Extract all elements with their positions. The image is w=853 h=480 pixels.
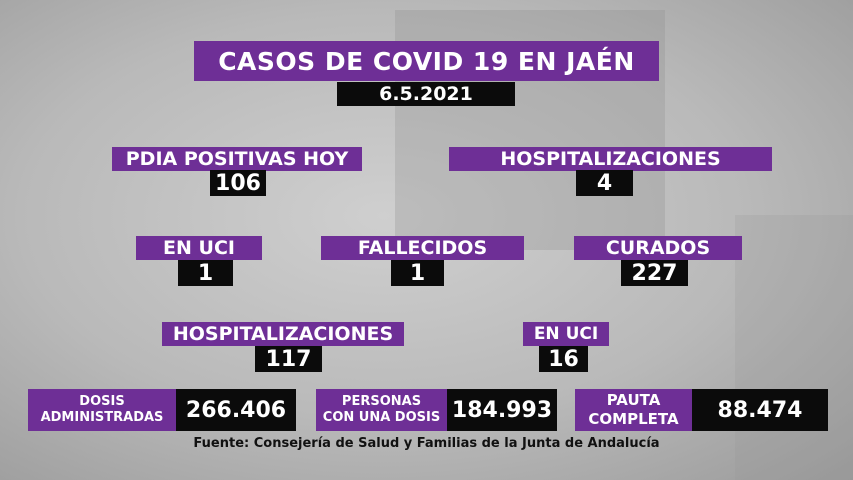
hospitalizaciones-value: 4 bbox=[576, 170, 633, 196]
en-uci-total-label: EN UCI bbox=[523, 322, 609, 346]
watermark-side-block bbox=[735, 215, 853, 480]
pauta-label-line1: PAUTA bbox=[606, 391, 661, 409]
pdia-value: 106 bbox=[210, 170, 266, 196]
dosis-administradas-label: DOSIS ADMINISTRADAS bbox=[28, 389, 176, 431]
pdia-label: PDIA POSITIVAS HOY bbox=[112, 147, 362, 171]
hospitalizaciones-total-label: HOSPITALIZACIONES bbox=[162, 322, 404, 346]
una-dosis-value: 184.993 bbox=[447, 389, 557, 431]
page-title: CASOS DE COVID 19 EN JAÉN bbox=[194, 41, 659, 81]
pauta-completa-label: PAUTA COMPLETA bbox=[575, 389, 692, 431]
una-dosis-label: PERSONAS CON UNA DOSIS bbox=[316, 389, 447, 431]
en-uci-value: 1 bbox=[178, 260, 233, 286]
una-dosis-label-line1: PERSONAS bbox=[341, 394, 422, 409]
una-dosis-label-line2: CON UNA DOSIS bbox=[322, 410, 441, 425]
source-note: Fuente: Consejería de Salud y Familias d… bbox=[193, 436, 660, 451]
pauta-label-line2: COMPLETA bbox=[588, 410, 679, 428]
fallecidos-label: FALLECIDOS bbox=[321, 236, 524, 260]
en-uci-total-value: 16 bbox=[539, 346, 588, 372]
dosis-label-line2: ADMINISTRADAS bbox=[40, 410, 164, 425]
pauta-completa-value: 88.474 bbox=[692, 389, 828, 431]
dosis-label-line1: DOSIS bbox=[79, 394, 125, 409]
fallecidos-value: 1 bbox=[391, 260, 444, 286]
hospitalizaciones-label: HOSPITALIZACIONES bbox=[449, 147, 772, 171]
en-uci-label: EN UCI bbox=[136, 236, 262, 260]
dosis-administradas-value: 266.406 bbox=[176, 389, 296, 431]
curados-value: 227 bbox=[621, 260, 688, 286]
hospitalizaciones-total-value: 117 bbox=[255, 346, 322, 372]
date-label: 6.5.2021 bbox=[337, 82, 515, 106]
curados-label: CURADOS bbox=[574, 236, 742, 260]
